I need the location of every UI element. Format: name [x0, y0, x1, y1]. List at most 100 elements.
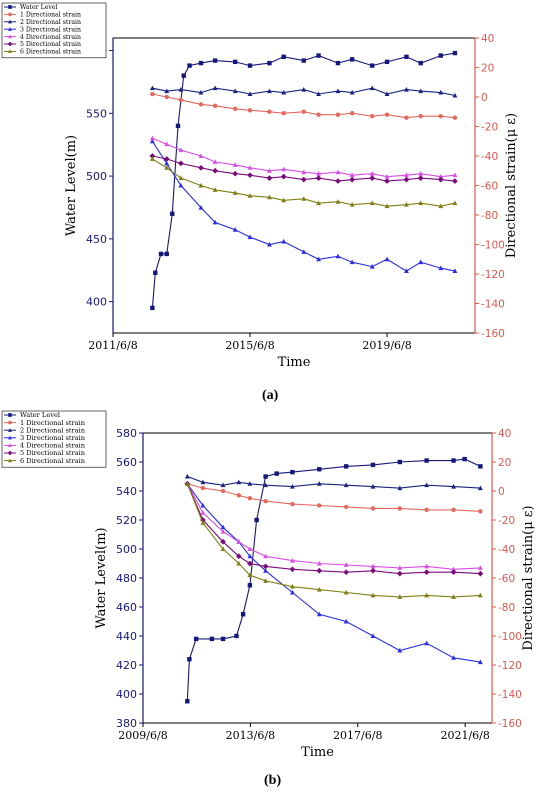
legend-box: [1, 410, 107, 468]
right-tick-label: -120: [481, 269, 505, 281]
data-point: [343, 464, 349, 469]
data-point: [404, 172, 409, 178]
data-point: [232, 170, 239, 177]
legend-marker: [8, 443, 12, 448]
data-point: [267, 241, 272, 247]
legend-marker: [8, 5, 12, 9]
data-point: [149, 85, 155, 91]
left-tick-label: 440: [116, 630, 137, 643]
left-tick-label: 480: [116, 572, 137, 585]
data-point: [280, 173, 287, 180]
legend-box: [1, 2, 107, 59]
series-line: [187, 483, 481, 512]
right-tick-label: -80: [481, 210, 498, 222]
legend-marker: [8, 428, 12, 432]
data-point: [164, 94, 169, 100]
x-tick-label: 2021/6/8: [440, 729, 489, 742]
data-point: [232, 59, 238, 65]
data-point: [247, 234, 253, 240]
data-point: [418, 200, 424, 206]
data-point: [349, 57, 355, 62]
right-tick-label: -140: [498, 689, 522, 701]
data-point: [477, 485, 483, 491]
legend-label: 6 Directional strain: [20, 49, 81, 56]
data-point: [438, 203, 444, 209]
x-tick-label: 2017/6/8: [333, 729, 382, 742]
series-strain-4: [184, 481, 483, 572]
left-tick-label: 380: [116, 717, 137, 730]
right-tick-label: -160: [481, 328, 505, 340]
data-point: [220, 482, 226, 488]
data-point: [247, 546, 253, 551]
data-point: [212, 187, 218, 192]
series-strain-2: [149, 85, 458, 98]
data-point: [343, 618, 349, 624]
data-point: [335, 60, 341, 66]
data-point: [247, 91, 253, 97]
data-point: [175, 123, 181, 129]
data-point: [452, 200, 458, 206]
data-point: [198, 60, 204, 66]
series-line: [186, 458, 481, 702]
data-point: [403, 176, 410, 183]
series-line: [186, 483, 481, 570]
legend-marker: [8, 34, 12, 39]
data-point: [384, 112, 390, 117]
data-point: [200, 485, 206, 491]
data-point: [267, 88, 272, 94]
data-point: [437, 176, 444, 183]
data-point: [220, 546, 226, 551]
data-point: [263, 568, 269, 573]
data-point: [290, 501, 295, 507]
data-point: [178, 97, 184, 103]
legend-label: 5 Directional strain: [20, 41, 81, 48]
data-point: [232, 190, 238, 195]
data-point: [369, 171, 375, 176]
data-point: [335, 199, 341, 204]
data-point: [316, 112, 321, 117]
data-point: [370, 592, 376, 598]
legend-label: Water Level: [20, 411, 60, 419]
data-point: [281, 238, 287, 244]
data-point: [418, 88, 424, 94]
data-point: [247, 583, 253, 588]
data-point: [452, 92, 458, 98]
legend-marker: [8, 19, 12, 24]
right-tick-label: -60: [481, 181, 498, 193]
legend-marker: [8, 12, 12, 17]
data-point: [193, 636, 199, 642]
left-tick-label: 540: [116, 485, 137, 498]
data-point: [301, 86, 307, 92]
data-point: [316, 53, 321, 58]
right-tick-label: 40: [481, 33, 494, 45]
data-point: [370, 563, 376, 569]
data-point: [290, 484, 295, 489]
data-point: [438, 174, 444, 179]
y-right-axis-label: Directional strain(μ ε): [504, 113, 519, 258]
right-tick-label: -20: [498, 515, 515, 527]
data-point: [150, 305, 155, 311]
data-point: [198, 89, 204, 95]
data-point: [369, 85, 375, 91]
data-point: [185, 699, 190, 704]
data-point: [198, 102, 204, 107]
data-point: [274, 471, 279, 476]
legend-marker: [8, 458, 12, 463]
plot-frame: [112, 37, 476, 334]
data-point: [424, 563, 430, 569]
data-point: [450, 569, 457, 576]
data-point: [247, 496, 253, 501]
data-point: [316, 91, 321, 97]
data-point: [424, 592, 430, 598]
left-tick-label: 460: [116, 601, 137, 614]
data-point: [198, 153, 204, 158]
data-point: [198, 204, 204, 210]
data-point: [267, 168, 272, 173]
series-water-level: [185, 456, 483, 704]
data-point: [397, 506, 403, 511]
data-point: [477, 659, 483, 665]
data-point: [220, 538, 226, 545]
data-point: [370, 63, 375, 68]
data-point: [349, 202, 355, 207]
